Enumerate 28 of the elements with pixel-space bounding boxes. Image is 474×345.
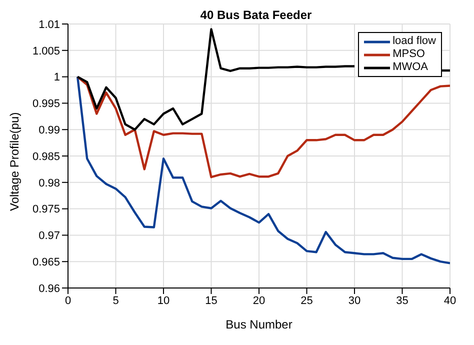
legend-label: MPSO xyxy=(392,48,425,61)
y-tick-label: 0.98 xyxy=(38,177,60,190)
x-tick-label: 5 xyxy=(112,294,119,307)
x-tick-label: 10 xyxy=(157,294,170,307)
y-tick-label: 0.975 xyxy=(32,204,60,216)
x-tick-label: 40 xyxy=(444,294,456,307)
line-series xyxy=(76,76,450,264)
x-tick-label: 30 xyxy=(348,294,361,307)
y-tick-label: 0.97 xyxy=(38,230,60,242)
y-tick-label: 1 xyxy=(54,72,60,84)
x-tick-label: 20 xyxy=(252,294,266,307)
y-tick-label: 1.005 xyxy=(32,45,60,58)
y-tick-label: 0.99 xyxy=(38,124,60,137)
x-tick-label: 35 xyxy=(396,294,408,307)
y-tick-label: 1.01 xyxy=(38,18,60,31)
chart-title: 40 Bus Bata Feeder xyxy=(200,8,312,22)
y-tick-label: 0.985 xyxy=(32,150,60,163)
y-axis-title: Voltage Profile(pu) xyxy=(7,112,22,211)
y-tick-label: 0.995 xyxy=(32,98,60,110)
line-series xyxy=(76,76,450,178)
legend-label: load flow xyxy=(392,35,436,48)
x-axis-title: Bus Number xyxy=(226,318,292,332)
y-tick-label: 0.96 xyxy=(38,282,60,295)
x-tick-label: 25 xyxy=(300,294,313,307)
x-tick-label: 15 xyxy=(205,294,218,307)
y-tick-label: 0.965 xyxy=(32,256,60,269)
series-label: MWOA xyxy=(392,61,428,74)
x-tick-label: 0 xyxy=(64,294,72,307)
